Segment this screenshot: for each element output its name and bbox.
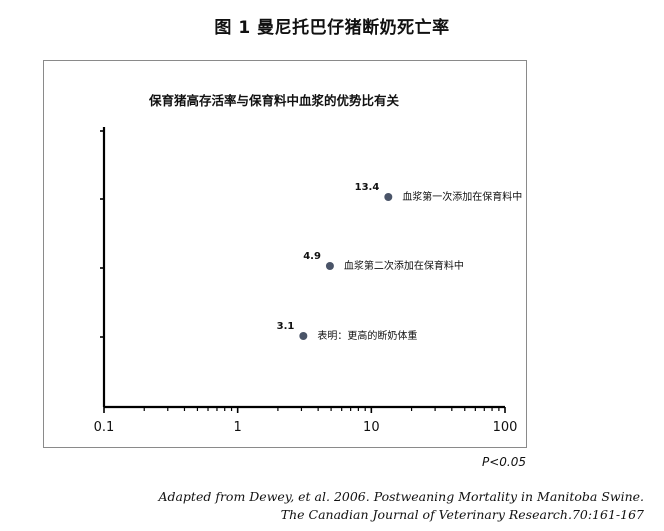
x-tick-label: 100 [493, 420, 518, 435]
figure-title: 图 1 曼尼托巴仔猪断奶死亡率 [214, 18, 450, 38]
citation: Adapted from Dewey, et al. 2006. Postwea… [158, 488, 644, 524]
chart-marks: 13.4 血浆第一次添加在保育料中 4.9 血浆第二次添加在保育料中 3.1 表明：更高的… [277, 182, 523, 342]
x-tick-label: 0.1 [94, 420, 115, 435]
chart-frame: 保育猪高存活率与保育料中血浆的优势比有关 0.1 1 10 100 13.4 血浆第一次… [43, 60, 527, 448]
citation-line-1: Adapted from Dewey, et al. 2006. Postwea… [158, 489, 644, 504]
data-point-label: 血浆第二次添加在保育料中 [344, 259, 464, 272]
x-tick-label: 1 [234, 420, 242, 435]
x-tick-label: 10 [363, 420, 380, 435]
scatter-chart: 保育猪高存活率与保育料中血浆的优势比有关 0.1 1 10 100 13.4 血浆第一次… [94, 93, 523, 435]
data-point-label: 血浆第一次添加在保育料中 [402, 190, 522, 203]
data-point [299, 332, 308, 340]
data-point [384, 193, 393, 201]
chart-axes: 0.1 1 10 100 [94, 127, 518, 435]
data-point [325, 262, 334, 270]
significance-note: P<0.05 [482, 455, 527, 469]
data-value-label: 4.9 [303, 251, 321, 262]
data-point-label: 表明：更高的断奶体重 [317, 329, 417, 342]
chart-title: 保育猪高存活率与保育料中血浆的优势比有关 [148, 93, 400, 108]
citation-line-2: The Canadian Journal of Veterinary Resea… [280, 507, 644, 522]
data-value-label: 3.1 [277, 321, 295, 332]
data-value-label: 13.4 [355, 182, 380, 193]
